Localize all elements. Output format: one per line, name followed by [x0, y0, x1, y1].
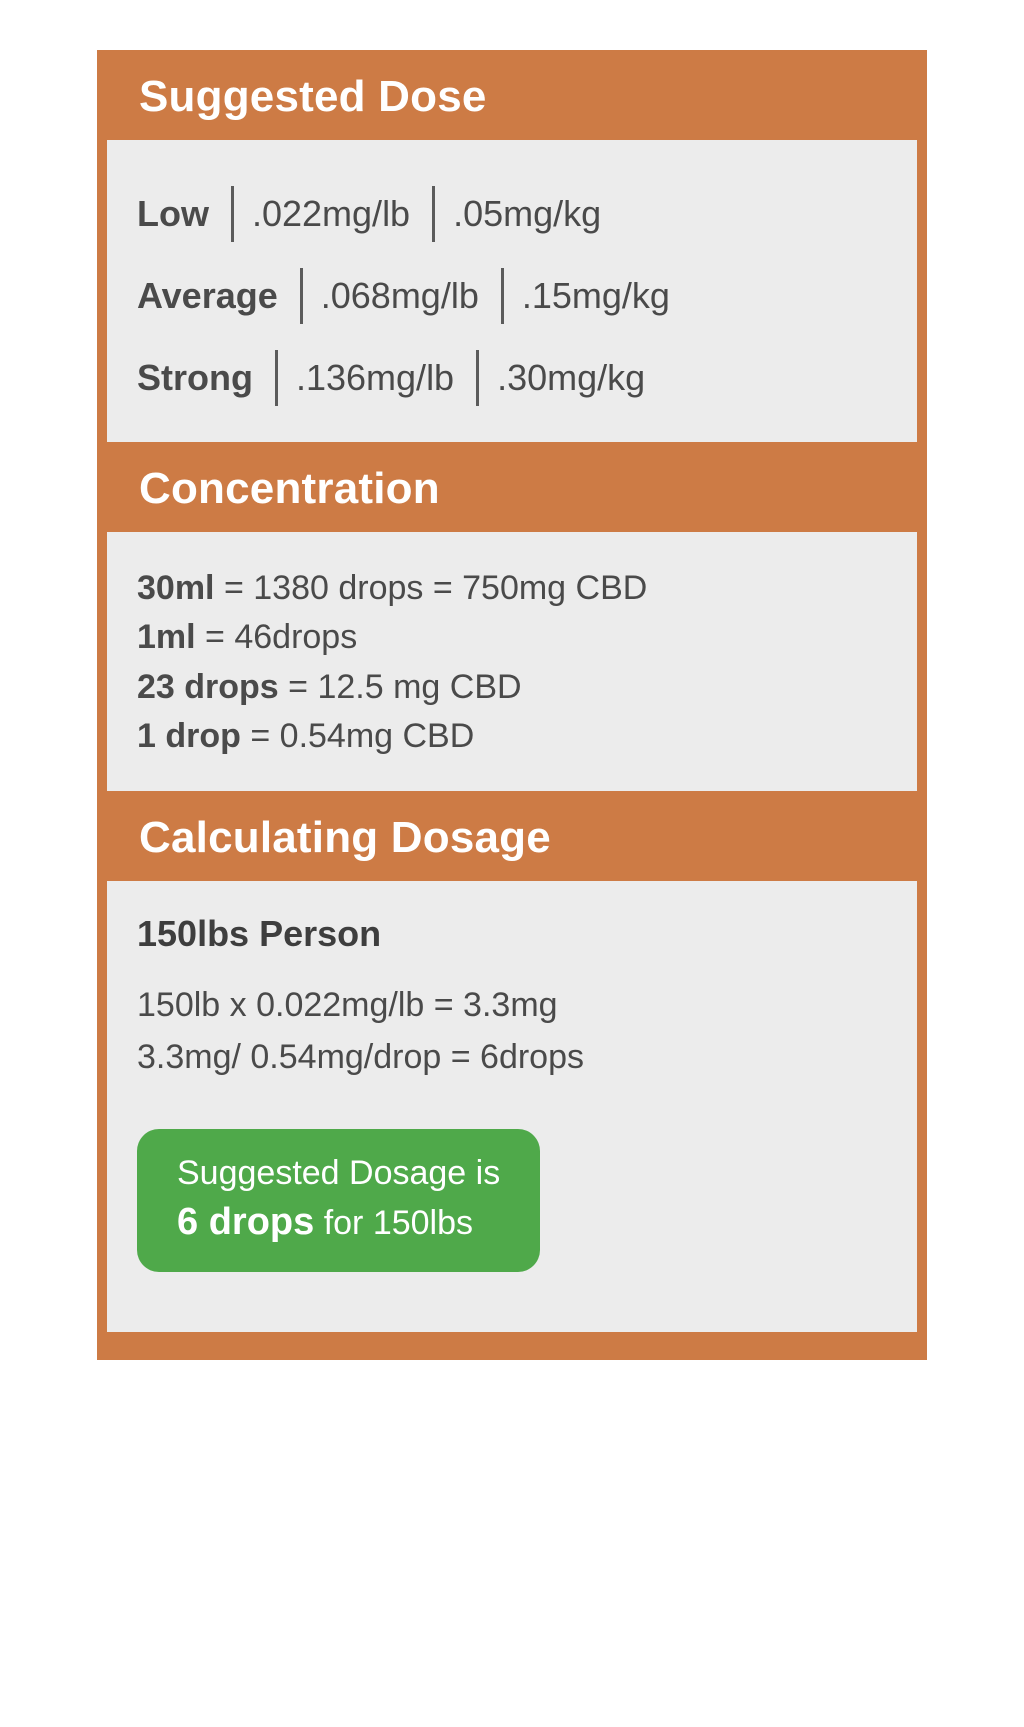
concentration-header: Concentration [107, 442, 917, 532]
dose-row-low: Low .022mg/lb .05mg/kg [137, 186, 887, 242]
concentration-rest: = 1380 drops = 750mg CBD [215, 569, 648, 607]
concentration-panel: 30ml = 1380 drops = 750mg CBD 1ml = 46dr… [107, 532, 917, 791]
concentration-line: 23 drops = 12.5 mg CBD [137, 663, 887, 712]
calculating-line-2: 3.3mg/ 0.54mg/drop = 6drops [137, 1035, 887, 1081]
dose-per-lb: .068mg/lb [321, 275, 479, 317]
divider-icon [432, 186, 435, 242]
concentration-line: 1ml = 46drops [137, 613, 887, 662]
dose-per-lb: .136mg/lb [296, 357, 454, 399]
divider-icon [476, 350, 479, 406]
concentration-bold: 23 drops [137, 668, 279, 706]
concentration-bold: 30ml [137, 569, 215, 607]
concentration-rest: = 12.5 mg CBD [279, 668, 522, 706]
calculating-panel: 150lbs Person 150lb x 0.022mg/lb = 3.3mg… [107, 881, 917, 1332]
concentration-line: 1 drop = 0.54mg CBD [137, 712, 887, 761]
dose-label: Low [137, 193, 209, 235]
dosage-card: Suggested Dose Low .022mg/lb .05mg/kg Av… [97, 50, 927, 1360]
result-prefix: Suggested Dosage is [177, 1151, 500, 1197]
dose-label: Strong [137, 357, 253, 399]
dose-per-kg: .15mg/kg [522, 275, 670, 317]
divider-icon [300, 268, 303, 324]
calculating-header: Calculating Dosage [107, 791, 917, 881]
dose-per-kg: .30mg/kg [497, 357, 645, 399]
result-strong: 6 drops [177, 1201, 314, 1243]
concentration-rest: = 0.54mg CBD [241, 717, 474, 755]
calculating-line-1: 150lb x 0.022mg/lb = 3.3mg [137, 983, 887, 1029]
divider-icon [501, 268, 504, 324]
divider-icon [275, 350, 278, 406]
result-badge: Suggested Dosage is 6 drops for 150lbs [137, 1129, 540, 1272]
suggested-dose-header: Suggested Dose [107, 50, 917, 140]
dose-row-strong: Strong .136mg/lb .30mg/kg [137, 350, 887, 406]
dose-per-kg: .05mg/kg [453, 193, 601, 235]
result-suffix: for 150lbs [314, 1204, 473, 1242]
dose-label: Average [137, 275, 278, 317]
concentration-rest: = 46drops [196, 618, 358, 656]
concentration-bold: 1 drop [137, 717, 241, 755]
concentration-line: 30ml = 1380 drops = 750mg CBD [137, 564, 887, 613]
calculating-subheading: 150lbs Person [137, 913, 887, 955]
concentration-bold: 1ml [137, 618, 196, 656]
suggested-dose-panel: Low .022mg/lb .05mg/kg Average .068mg/lb… [107, 140, 917, 442]
dose-per-lb: .022mg/lb [252, 193, 410, 235]
divider-icon [231, 186, 234, 242]
dose-row-average: Average .068mg/lb .15mg/kg [137, 268, 887, 324]
